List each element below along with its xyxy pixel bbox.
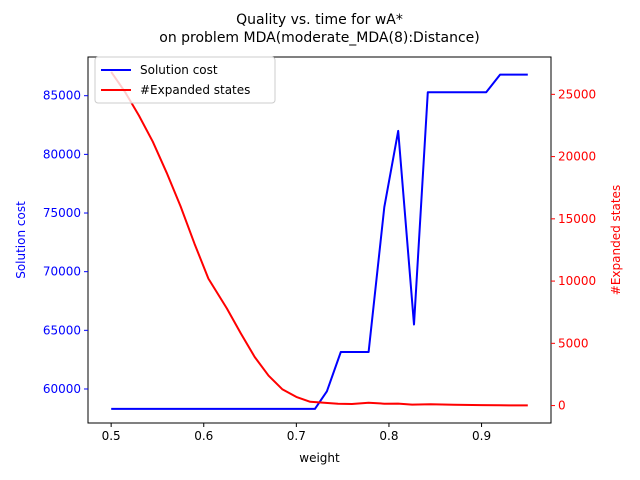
left-y-tick-label: 65000 xyxy=(43,323,81,337)
x-tick-label: 0.8 xyxy=(379,429,398,443)
right-y-axis: 0 5000 10000 15000 20000 25000 xyxy=(551,87,596,413)
legend: Solution cost #Expanded states xyxy=(94,56,276,104)
left-y-tick-label: 85000 xyxy=(43,89,81,103)
x-tick-label: 0.9 xyxy=(472,429,491,443)
chart-title-line: on problem MDA(moderate_MDA(8):Distance) xyxy=(159,30,479,46)
left-y-tick-label: 75000 xyxy=(43,206,81,220)
x-tick-label: 0.6 xyxy=(194,429,213,443)
x-tick-label: 0.7 xyxy=(287,429,306,443)
right-y-axis-label: #Expanded states xyxy=(609,185,623,295)
right-y-tick-label: 10000 xyxy=(558,274,596,288)
chart-title-line: Quality vs. time for wA* xyxy=(236,12,403,28)
chart-title: Quality vs. time for wA* on problem MDA(m… xyxy=(159,12,479,46)
left-y-axis-label: Solution cost xyxy=(14,201,28,279)
right-y-tick-label: 5000 xyxy=(558,336,589,350)
legend-label: Solution cost xyxy=(140,63,218,77)
plot-frame xyxy=(87,56,552,424)
right-y-tick-label: 0 xyxy=(558,399,566,413)
legend-box xyxy=(94,56,276,104)
left-y-tick-label: 80000 xyxy=(43,147,81,161)
right-y-tick-label: 25000 xyxy=(558,87,596,101)
left-y-tick-label: 60000 xyxy=(43,382,81,396)
legend-label: #Expanded states xyxy=(140,83,250,97)
x-tick-label: 0.5 xyxy=(102,429,121,443)
x-axis-label: weight xyxy=(299,451,340,465)
right-y-tick-label: 15000 xyxy=(558,212,596,226)
right-y-tick-label: 20000 xyxy=(558,150,596,164)
left-y-axis: 60000 65000 70000 75000 80000 85000 xyxy=(43,89,88,396)
x-axis: 0.5 0.6 0.7 0.8 0.9 xyxy=(102,423,491,443)
series-line-expanded-states xyxy=(110,71,528,407)
series-line-solution-cost xyxy=(111,73,528,410)
series-layer xyxy=(110,71,528,410)
left-y-tick-label: 70000 xyxy=(43,265,81,279)
